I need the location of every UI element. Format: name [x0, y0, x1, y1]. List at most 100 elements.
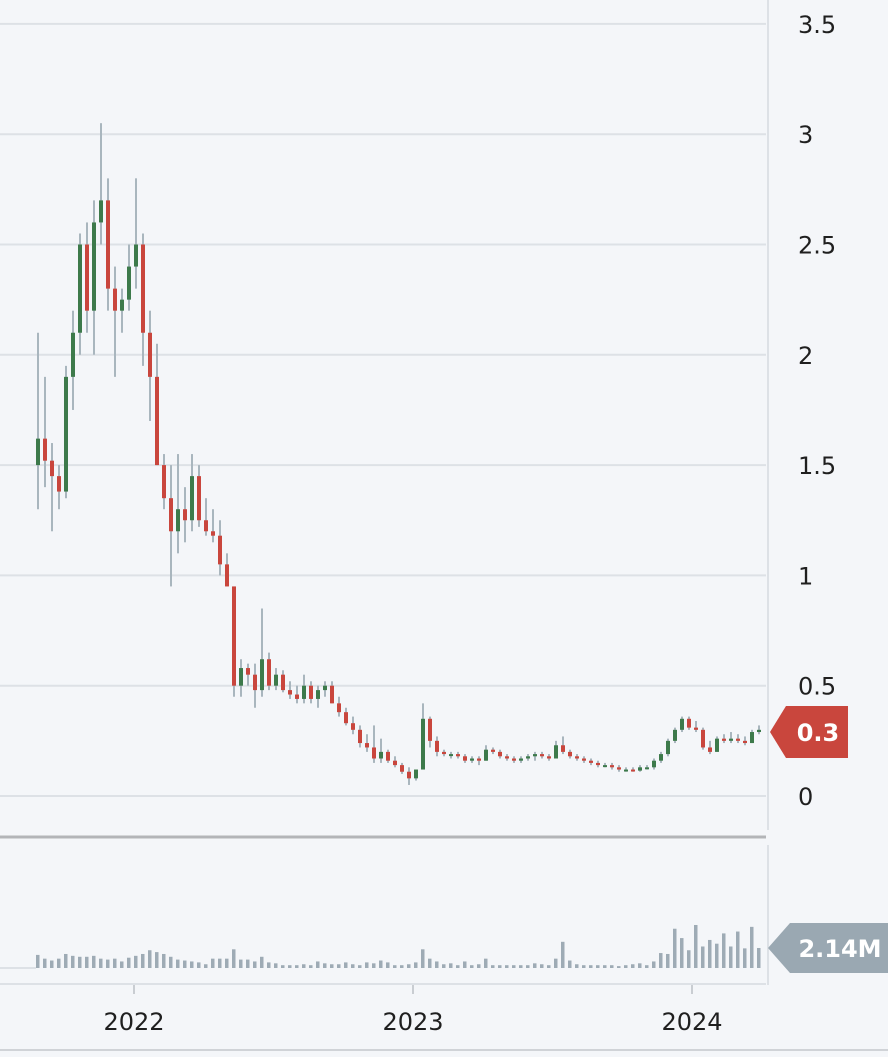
candle-up: [645, 767, 649, 770]
candle-down: [351, 723, 355, 730]
candle-down: [246, 668, 250, 675]
volume-bar: [99, 958, 103, 968]
price-tick-label: 2.5: [798, 232, 836, 260]
volume-bar: [323, 963, 327, 968]
volume-bar: [736, 931, 740, 968]
candle-up: [176, 509, 180, 532]
candle-down: [169, 498, 173, 532]
candle-up: [92, 222, 96, 311]
candle-down: [505, 756, 509, 759]
volume-bar: [162, 953, 166, 968]
volume-bar: [400, 965, 404, 968]
volume-bar: [239, 959, 243, 968]
candle-down: [561, 745, 565, 752]
volume-bar: [568, 960, 572, 968]
volume-bar: [92, 955, 96, 968]
candle-down: [547, 756, 551, 759]
volume-bar: [274, 963, 278, 968]
volume-bar: [365, 962, 369, 968]
last-volume-tag: 2.14M: [768, 923, 888, 973]
volume-bar: [106, 959, 110, 968]
volume-bar: [358, 965, 362, 968]
candle-down: [589, 760, 593, 763]
candle-down: [344, 712, 348, 724]
volume-bar: [379, 960, 383, 968]
volume-bar: [85, 956, 89, 968]
candle-down: [309, 685, 313, 699]
candle-down: [491, 749, 495, 752]
candle-down: [463, 756, 467, 761]
volume-bar: [288, 965, 292, 968]
volume-bar: [687, 950, 691, 968]
volume-bar: [505, 965, 509, 968]
volume-bar: [344, 962, 348, 968]
price-tick-label: 3: [798, 121, 813, 149]
candle-up: [316, 690, 320, 699]
volume-bar: [701, 946, 705, 968]
volume-bar: [547, 965, 551, 968]
volume-bar: [743, 948, 747, 968]
volume-bar: [218, 958, 222, 968]
candle-down: [456, 754, 460, 757]
volume-bar: [750, 926, 754, 968]
candle-up: [78, 244, 82, 333]
volume-bar: [617, 966, 621, 968]
candle-up: [190, 476, 194, 521]
candle-up: [239, 668, 243, 686]
candle-down: [575, 756, 579, 759]
candle-up: [652, 760, 656, 768]
candle-up: [260, 659, 264, 691]
candle-down: [568, 751, 572, 757]
price-tick-label: 0: [798, 783, 813, 811]
candle-up: [449, 754, 453, 757]
candle-down: [253, 674, 257, 691]
price-tick-label: 0.5: [798, 673, 836, 701]
candle-down: [197, 476, 201, 521]
candle-up: [729, 738, 733, 741]
candle-up: [71, 332, 75, 377]
volume-bar: [554, 958, 558, 968]
candle-down: [400, 765, 404, 772]
volume-bar: [148, 950, 152, 968]
candle-down: [540, 754, 544, 757]
candle-up: [750, 732, 754, 744]
volume-bar: [169, 956, 173, 968]
volume-bar: [134, 955, 138, 968]
volume-bar: [456, 965, 460, 968]
volume-bar: [36, 954, 40, 968]
volume-bar: [113, 958, 117, 968]
volume-bar: [421, 949, 425, 968]
volume-bar: [603, 965, 607, 968]
volume-bar: [652, 961, 656, 968]
volume-bar: [190, 961, 194, 968]
volume-bar: [78, 956, 82, 968]
time-axis: 2022 2023 2024: [103, 985, 723, 1036]
candle-down: [393, 760, 397, 766]
volume-bar: [708, 939, 712, 968]
volume-bar: [225, 958, 229, 968]
volume-bar: [120, 961, 124, 968]
volume-bar: [407, 964, 411, 968]
volume-bar: [470, 965, 474, 968]
volume-bar: [498, 965, 502, 968]
volume-bar: [729, 946, 733, 968]
volume-bar: [64, 953, 68, 968]
candle-down: [358, 729, 362, 744]
volume-bar: [71, 955, 75, 968]
price-grid: [0, 22, 766, 797]
volume-bar: [694, 924, 698, 968]
volume-bar: [463, 961, 467, 968]
candle-down: [232, 586, 236, 686]
candle-down: [708, 747, 712, 752]
volume-bar: [260, 956, 264, 968]
volume-bar: [309, 965, 313, 968]
candle-down: [57, 476, 61, 492]
candle-up: [519, 758, 523, 761]
candle-down: [596, 762, 600, 766]
candle-up: [64, 376, 68, 492]
volume-bars: [36, 924, 761, 968]
candle-up: [120, 299, 124, 311]
price-tick-label: 1.5: [798, 452, 836, 480]
volume-bar: [428, 958, 432, 968]
